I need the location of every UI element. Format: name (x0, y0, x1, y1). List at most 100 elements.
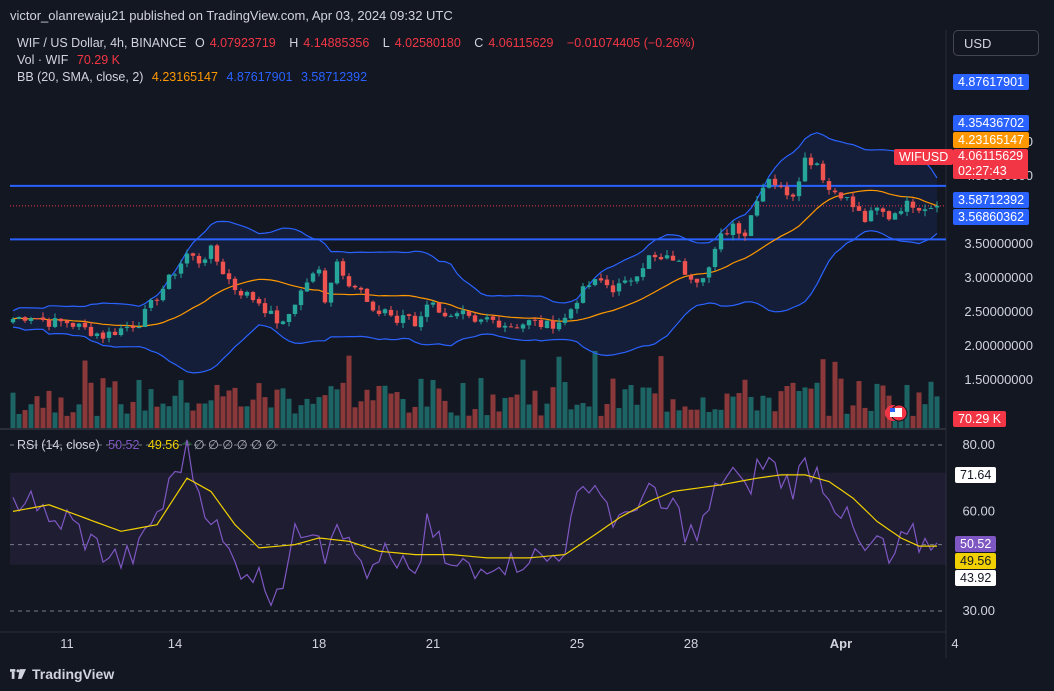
volume-bar (736, 393, 742, 428)
symbol-legend: WIF / US Dollar, 4h, BINANCE O 4.07923719… (17, 36, 700, 50)
candle-body (934, 205, 940, 208)
publish-header: victor_olanrewaju21 published on Trading… (0, 0, 1054, 30)
candle-body (364, 288, 370, 302)
candle-body (358, 287, 364, 290)
candle-body (598, 278, 604, 281)
candle-body (826, 181, 832, 190)
flag-icon-field (890, 408, 902, 417)
volume-bar (196, 403, 202, 428)
volume-bar (472, 409, 478, 428)
candle-body (742, 232, 748, 237)
candle-body (214, 245, 220, 262)
symbol-name[interactable]: WIF / US Dollar, 4h, BINANCE (17, 36, 187, 50)
date-tick-label: 18 (312, 636, 326, 651)
brand-name: TradingView (32, 666, 115, 682)
rsi-ma-value: 49.56 (147, 438, 180, 452)
rsi-tick-label: 60.00 (962, 503, 995, 518)
volume-bar (598, 415, 604, 428)
candle-body (28, 318, 34, 321)
volume-bar (874, 383, 880, 428)
volume-bar (790, 382, 796, 428)
candle-body (94, 333, 100, 336)
candle-body (352, 285, 358, 288)
currency-button[interactable]: USD (953, 30, 1039, 56)
last-price-value: 4.06115629 (958, 149, 1024, 163)
candle-body (586, 285, 592, 287)
volume-bar (238, 406, 244, 428)
volume-bar (610, 378, 616, 428)
rsi-ma-line (12, 474, 937, 559)
candle-body (424, 304, 430, 317)
candle-body (634, 276, 640, 282)
volume-bar (406, 412, 412, 428)
volume-bar (130, 401, 136, 428)
candle-body (166, 274, 172, 289)
candle-series (10, 152, 940, 344)
close-label: C (474, 36, 484, 50)
volume-bar (436, 388, 442, 428)
candle-body (676, 260, 682, 262)
volume-bar (124, 413, 130, 428)
volume-value: 70.29 K (76, 53, 120, 67)
volume-bar (712, 409, 718, 428)
candle-body (622, 280, 628, 283)
close-value: 4.06115629 (488, 36, 554, 50)
bb-label[interactable]: BB (20, SMA, close, 2) (17, 70, 144, 84)
rsi-label[interactable]: RSI (14, close) (17, 438, 100, 452)
volume-bar (10, 392, 16, 428)
price-tick-label: 3.00000000 (964, 270, 1033, 285)
rsi-lower-badge: 43.92 (955, 570, 997, 586)
last-price-badge: 4.06115629 02:27:43 (953, 149, 1029, 179)
volume-bar (112, 381, 118, 428)
candle-body (538, 320, 544, 328)
candle-body (262, 303, 268, 314)
volume-bar (322, 395, 328, 428)
tradingview-logo[interactable]: TradingView (10, 666, 114, 682)
volume-bar (250, 399, 256, 428)
candle-body (292, 304, 298, 314)
candle-body (256, 299, 262, 304)
volume-label[interactable]: Vol · WIF (17, 53, 69, 67)
bb-lower-badge: 3.58712392 (953, 192, 1030, 208)
volume-bar (514, 394, 520, 428)
volume-bar (22, 410, 28, 428)
volume-bar (538, 415, 544, 428)
candle-body (310, 273, 316, 282)
bb-band-fill (13, 132, 937, 373)
bb-lower-line (12, 230, 938, 374)
candle-body (226, 273, 232, 280)
volume-bar (616, 408, 622, 428)
date-tick-label: 11 (60, 636, 74, 651)
volume-bar (820, 359, 826, 428)
volume-bar (268, 407, 274, 428)
volume-bar (526, 404, 532, 428)
volume-bar (394, 392, 400, 428)
candle-body (76, 323, 82, 327)
candle-body (616, 283, 622, 292)
volume-bar (496, 411, 502, 428)
candle-body (736, 223, 742, 234)
volume-bar (676, 410, 682, 428)
candle-body (706, 267, 712, 278)
volume-bar (640, 387, 646, 428)
volume-bar (532, 390, 538, 428)
volume-bar (454, 415, 460, 428)
volume-bar (208, 400, 214, 428)
volume-bar (352, 407, 358, 428)
candle-body (916, 208, 922, 211)
volume-bar (802, 387, 808, 428)
volume-bar (136, 379, 142, 428)
candle-body (496, 320, 502, 328)
volume-bar (340, 382, 346, 428)
rsi-value: 50.52 (108, 438, 140, 452)
volume-bar (748, 396, 754, 428)
volume-bar (568, 409, 574, 428)
candle-body (82, 322, 88, 328)
candle-body (550, 320, 556, 329)
candle-body (184, 253, 190, 264)
candle-body (658, 256, 664, 260)
volume-bar (364, 389, 370, 428)
volume-bar (412, 406, 418, 428)
candle-body (832, 190, 838, 193)
